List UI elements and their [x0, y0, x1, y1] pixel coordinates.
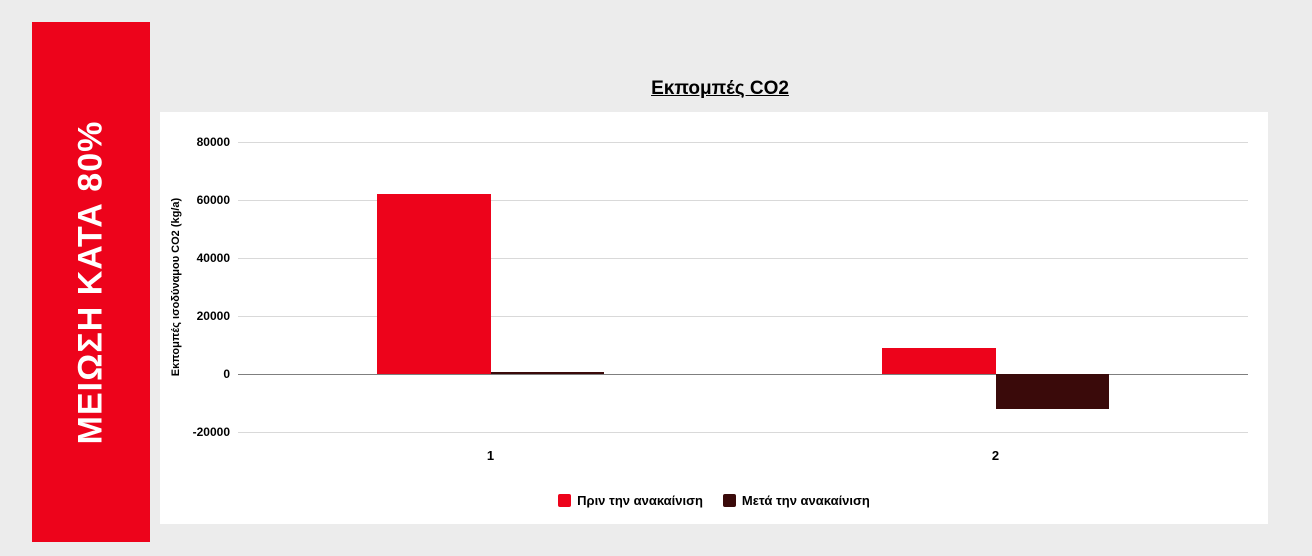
legend-label: Πριν την ανακαίνιση: [577, 493, 703, 508]
x-tick-label: 1: [487, 448, 494, 463]
co2-chart: Εκπομπές ισοδύναμου CO2 (kg/a) -20000020…: [160, 112, 1268, 524]
gridline: [238, 432, 1248, 433]
legend: Πριν την ανακαίνιση Μετά την ανακαίνιση: [160, 493, 1268, 510]
chart-title: Εκπομπές CO2: [160, 78, 1280, 100]
y-tick-label: -20000: [180, 425, 230, 439]
gridline: [238, 142, 1248, 143]
bar: [996, 374, 1110, 409]
x-tick-label: 2: [992, 448, 999, 463]
y-tick-label: 60000: [180, 193, 230, 207]
reduction-badge: ΜΕΙΩΣΗ ΚΑΤΑ 80%: [32, 22, 150, 542]
legend-item: Μετά την ανακαίνιση: [723, 493, 870, 508]
legend-label: Μετά την ανακαίνιση: [742, 493, 870, 508]
y-tick-label: 0: [180, 367, 230, 381]
reduction-badge-text: ΜΕΙΩΣΗ ΚΑΤΑ 80%: [72, 120, 111, 444]
y-tick-label: 80000: [180, 135, 230, 149]
y-axis-label: Εκπομπές ισοδύναμου CO2 (kg/a): [170, 142, 182, 432]
y-tick-label: 20000: [180, 309, 230, 323]
plot-area: -2000002000040000600008000012: [238, 142, 1248, 432]
legend-item: Πριν την ανακαίνιση: [558, 493, 703, 508]
legend-swatch: [558, 494, 571, 507]
figure: ΜΕΙΩΣΗ ΚΑΤΑ 80% Εκπομπές CO2 Εκπομπές ισ…: [0, 0, 1312, 556]
y-tick-label: 40000: [180, 251, 230, 265]
bar: [377, 194, 491, 374]
bar: [491, 372, 605, 374]
bar: [882, 348, 996, 374]
legend-swatch: [723, 494, 736, 507]
